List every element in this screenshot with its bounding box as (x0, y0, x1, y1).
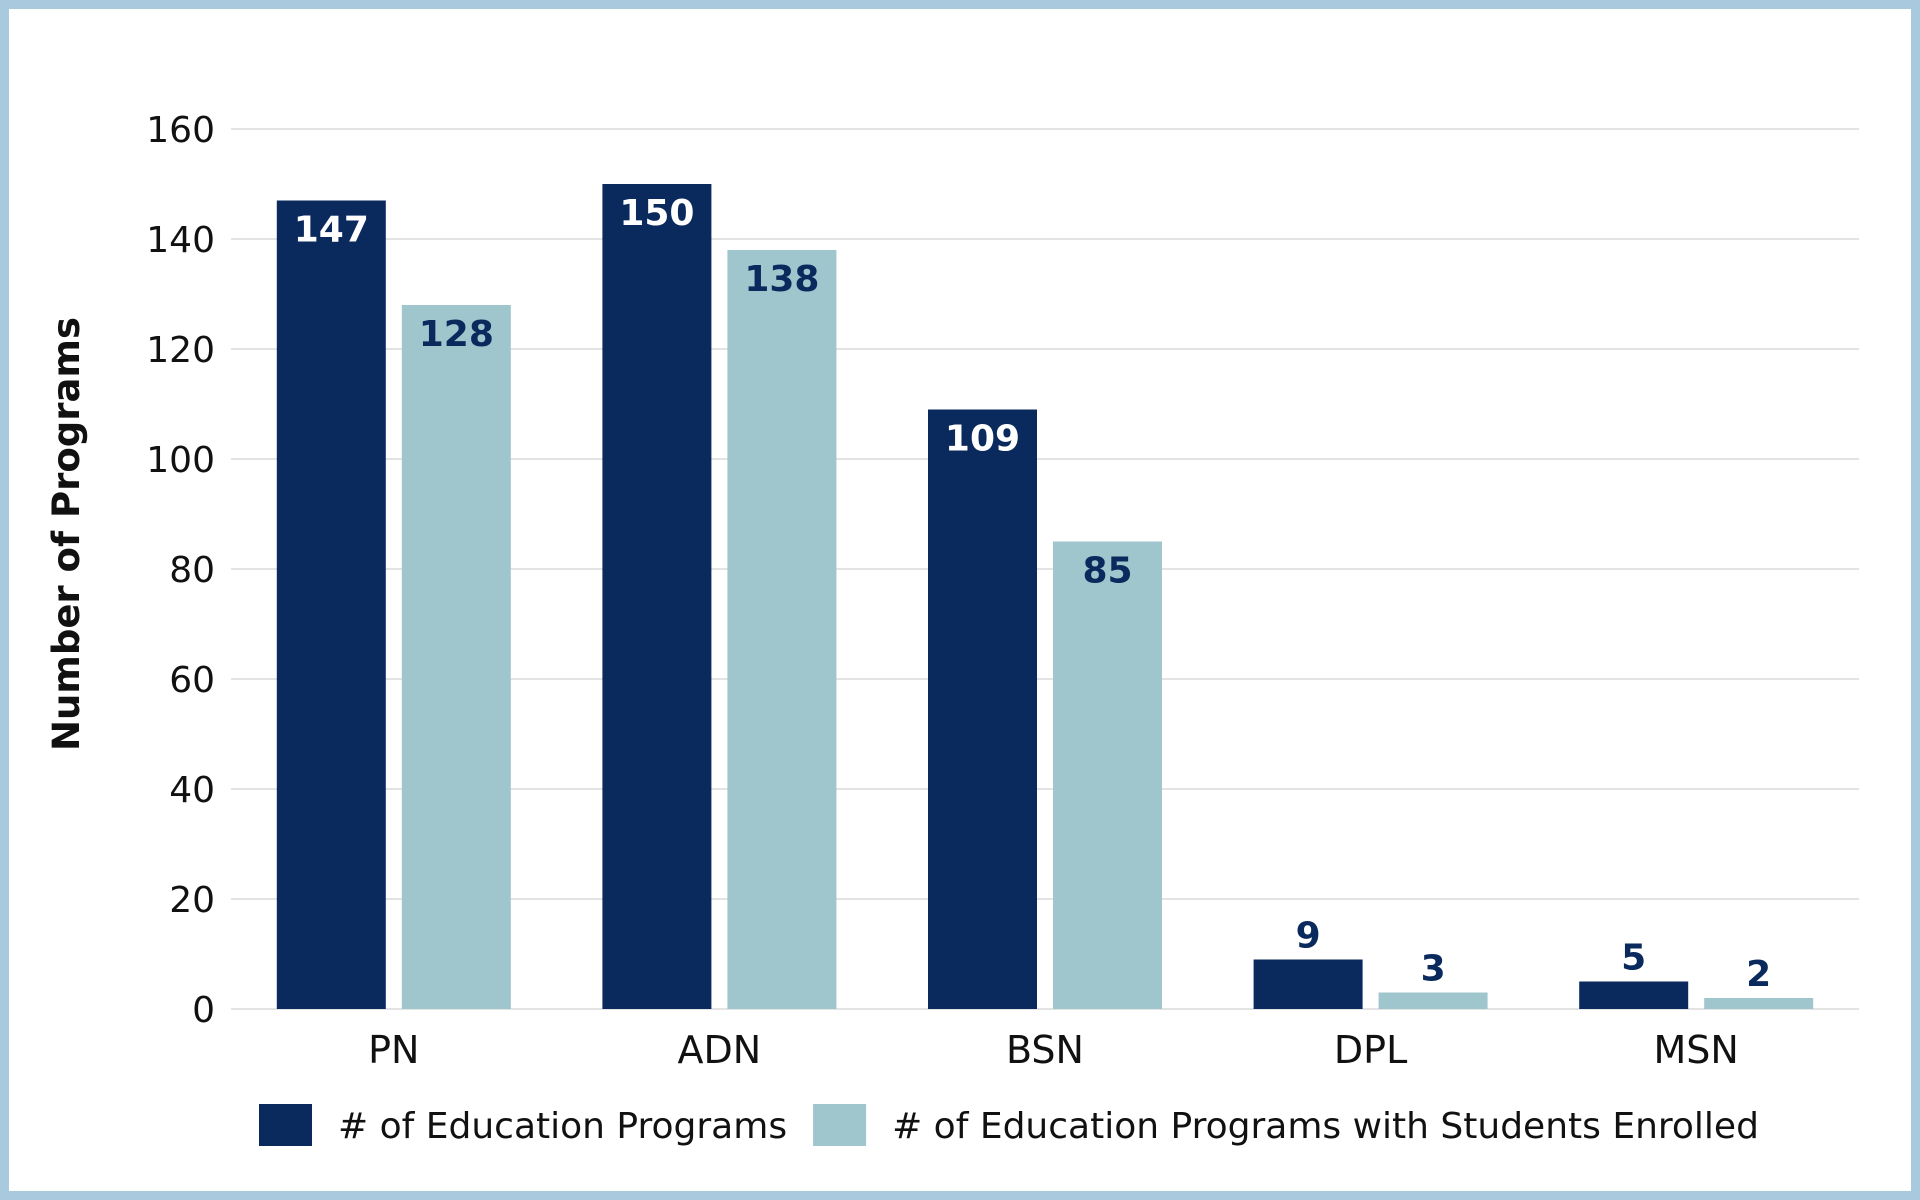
bar (1704, 998, 1814, 1009)
data-label: 3 (1421, 949, 1446, 990)
x-tick-label: ADN (678, 1028, 762, 1072)
bar-chart: 0 20 40 60 80 100 120 140 160 Number of Programs… (45, 110, 1859, 1147)
data-label: 5 (1621, 938, 1646, 979)
bar (1053, 541, 1162, 1009)
bars (276, 184, 1814, 1009)
x-tick-label: DPL (1334, 1028, 1407, 1072)
x-tick-label: MSN (1654, 1028, 1739, 1072)
bar (276, 200, 386, 1009)
data-label: 9 (1296, 916, 1321, 957)
legend-swatch (813, 1104, 867, 1146)
legend-label: # of Education Programs with Students En… (892, 1106, 1759, 1147)
x-axis-categories: PN ADN BSN DPL MSN (368, 1028, 1739, 1072)
y-tick-label: 120 (146, 330, 215, 371)
y-tick-label: 100 (146, 440, 215, 481)
y-tick-label: 0 (192, 990, 215, 1031)
y-tick-label: 160 (146, 110, 215, 151)
data-label: 128 (419, 314, 494, 355)
x-tick-label: PN (368, 1028, 419, 1072)
legend-label: # of Education Programs (338, 1106, 787, 1147)
y-tick-label: 20 (169, 880, 215, 921)
data-label: 150 (619, 193, 694, 234)
bar (727, 250, 837, 1009)
bar (401, 305, 511, 1009)
data-label: 85 (1082, 551, 1132, 592)
legend-swatch (259, 1104, 312, 1146)
data-labels: 147 128 150 138 109 85 9 3 5 2 (294, 193, 1772, 995)
y-tick-label: 60 (169, 660, 215, 701)
data-label: 109 (945, 419, 1020, 460)
bar (928, 409, 1037, 1009)
bar (1579, 981, 1689, 1009)
y-tick-label: 140 (146, 220, 215, 261)
data-label: 138 (744, 259, 819, 300)
legend: # of Education Programs # of Education Pr… (259, 1104, 1759, 1147)
bar (1253, 959, 1363, 1009)
bar (602, 184, 712, 1009)
y-tick-label: 80 (169, 550, 215, 591)
data-label: 2 (1746, 954, 1771, 995)
y-axis-label: Number of Programs (45, 317, 88, 751)
data-label: 147 (294, 210, 369, 251)
bar (1378, 992, 1488, 1009)
y-tick-label: 40 (169, 770, 215, 811)
y-axis-ticks: 0 20 40 60 80 100 120 140 160 (146, 110, 215, 1031)
x-tick-label: BSN (1006, 1028, 1084, 1072)
